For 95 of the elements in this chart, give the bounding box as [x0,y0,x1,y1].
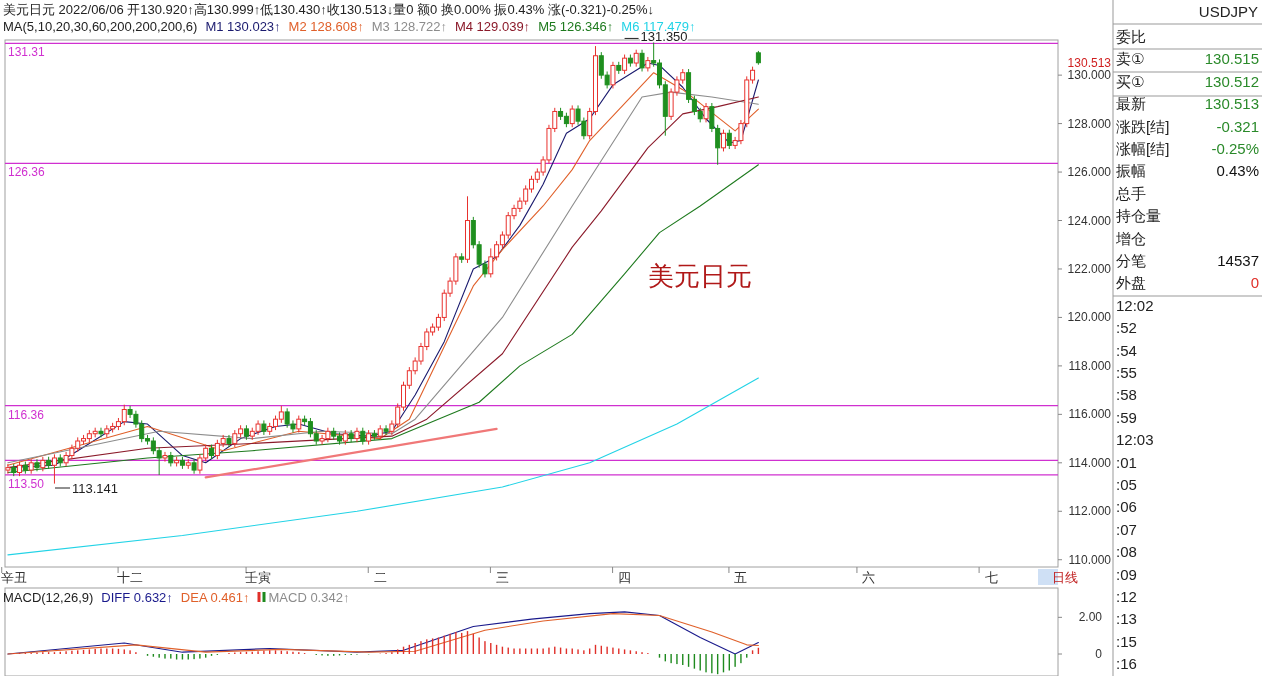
y-tick-label: 2.00 [1078,610,1103,625]
candlestick [383,424,389,436]
y-tick-label: 116.000 [1068,407,1112,422]
y-tick-label: 124.000 [1067,213,1112,228]
y-tick-label: 120.000 [1067,310,1112,325]
category-label: 买① [1116,72,1145,90]
text: USDJPY [1198,3,1258,20]
candlestick [5,463,11,475]
category-label: 增仓 [1115,229,1146,247]
candlestick [639,49,645,72]
x-tick-label: 十二 [117,570,144,585]
category-label: :59 [1116,408,1137,426]
candlestick [569,104,575,128]
x-tick-label: 五 [734,570,748,585]
category-label: 总手 [1115,184,1146,202]
text: DIFF 0.632↑ [101,590,173,605]
candlestick [98,427,104,438]
text: 130.513 [1067,56,1112,70]
annotation: 美元日元 [648,261,752,291]
y-tick-label: 114.000 [1068,455,1112,470]
category-label: :08 [1116,543,1137,561]
category-label: 持仓量 [1116,207,1161,225]
candlestick [34,458,40,472]
x-tick-label: 六 [862,570,876,585]
y-tick-label: 112.000 [1068,504,1112,519]
text: M2 128.608↑ [288,19,364,34]
text: M6 117.479↑ [621,19,696,34]
x-tick-label: 七 [984,570,998,585]
x-tick-label: 壬寅 [245,570,272,585]
text: 日线 [1052,570,1078,585]
category-label: :05 [1116,476,1137,493]
text: 130.515 [1204,50,1259,68]
x-tick-label: 二 [373,570,387,585]
text: 130.513 [1204,95,1259,113]
x-tick-label: 三 [495,570,509,585]
category-label: 卖① [1116,50,1145,68]
category-label: 分笔 [1116,252,1146,269]
category-label: :54 [1116,341,1137,359]
category-label: :16 [1116,655,1137,673]
ref-line-label: 116.36 [8,407,45,422]
legend-title: MACD(12,26,9) [3,590,94,605]
category-label: :06 [1116,498,1137,516]
ref-line-label: 126.36 [8,165,46,180]
category-label: :52 [1116,319,1137,337]
candlestick [703,102,709,123]
category-label: 12:02 [1116,296,1154,314]
y-tick-label: 126.000 [1067,165,1112,180]
y-tick-label: 128.000 [1067,116,1112,131]
category-label: 最新 [1116,95,1146,113]
text: 14537 [1217,252,1259,269]
category-label: :01 [1116,453,1137,471]
x-tick-label: 四 [618,570,632,585]
text: -0.25% [1211,140,1259,157]
category-label: 涨幅[结] [1116,140,1170,157]
x-tick-label: 辛丑 [0,570,27,585]
text: M5 126.346↑ [538,19,614,34]
text: 0 [1250,274,1259,292]
candlestick [226,434,232,448]
text: 130.512 [1204,72,1259,90]
text: M4 129.039↑ [454,19,531,34]
y-tick-label: 122.000 [1067,261,1112,276]
text: -0.321 [1216,117,1259,135]
category-label: :58 [1116,386,1137,404]
ref-line-label: 131.31 [8,45,46,60]
category-label: 委比 [1116,28,1146,45]
candlestick [726,129,732,150]
text: DEA 0.461↑ [180,590,250,605]
line-series [7,377,759,556]
candlestick [622,54,628,75]
legend-title: MA(5,10,20,30,60,200,200,200,6) [3,19,198,34]
category-label: :07 [1116,520,1137,538]
text: M3 128.722↑ [371,19,447,34]
category-label: :09 [1116,565,1137,583]
y-tick-label: 110.000 [1068,552,1112,567]
category-label: :15 [1116,632,1137,650]
category-label: :55 [1116,364,1137,381]
candlestick [51,453,57,485]
candlestick [610,61,616,89]
chart-title: 美元日元 2022/06/06 开130.920↑高130.999↑低130.430↑收130.513↓量0 额0 换0.00% 振0.43% 涨(-0.321)-0.25%↓ [3,2,655,17]
line-series [7,164,759,474]
category-label: :12 [1116,588,1137,605]
legend-label: MACD 0.342↑ [268,590,350,605]
category-label: 涨跌[结] [1116,117,1170,135]
text: M1 130.023↑ [205,19,281,34]
ref-line-label: 113.50 [8,476,45,491]
text: 0.43% [1216,162,1259,180]
annotation: 113.141 [72,481,119,496]
category-label: 振幅 [1116,162,1146,180]
candlestick [720,129,726,152]
y-tick-label: 118.000 [1068,358,1112,373]
candlestick [162,451,168,463]
category-label: 12:03 [1116,431,1154,449]
y-tick-label: 130.000 [1067,68,1112,83]
category-label: 外盘 [1116,274,1146,292]
category-label: :13 [1116,610,1137,628]
